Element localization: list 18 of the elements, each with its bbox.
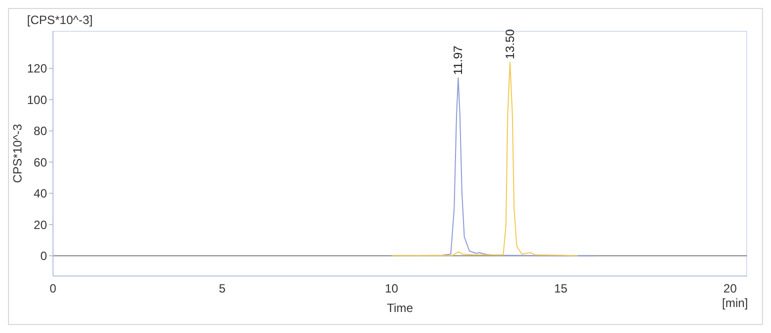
- x-axis-title: Time: [386, 301, 414, 315]
- y-tick-label: 20: [34, 218, 48, 232]
- y-tick-label: 120: [26, 62, 48, 76]
- y-tick-label: 60: [34, 155, 48, 170]
- annotation: 13.50: [503, 28, 518, 60]
- text: [min]: [722, 296, 748, 310]
- y-tick-label: 40: [34, 186, 48, 201]
- x-tick-label: 15: [554, 282, 568, 296]
- x-tick-label: 10: [384, 282, 399, 296]
- y-tick-label: 0: [40, 248, 48, 263]
- x-tick-label: 5: [218, 282, 226, 296]
- annotation: 11.97: [451, 45, 466, 75]
- text: [CPS*10^-3]: [27, 13, 93, 27]
- x-tick-label: 20: [723, 282, 738, 296]
- y-tick-label: 80: [34, 124, 48, 138]
- y-tick-label: 100: [26, 92, 48, 107]
- x-tick-label: 0: [50, 282, 57, 296]
- y-axis-title: CPS*10^-3: [10, 124, 24, 183]
